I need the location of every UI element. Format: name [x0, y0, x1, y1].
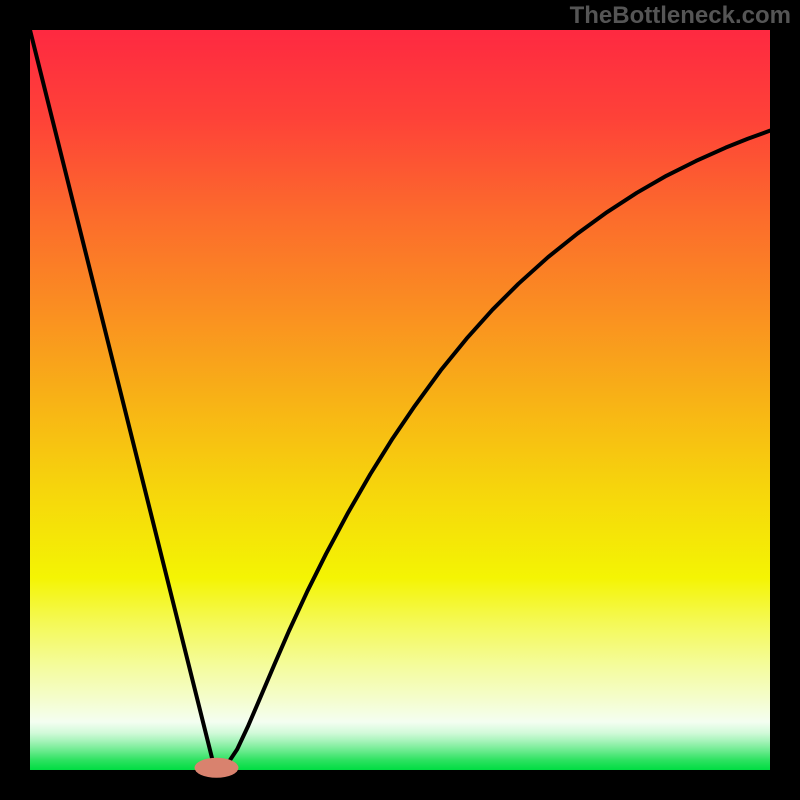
- watermark-text: TheBottleneck.com: [570, 2, 791, 30]
- optimal-marker: [194, 758, 238, 778]
- bottleneck-chart: [0, 0, 800, 800]
- chart-container: TheBottleneck.com: [0, 0, 800, 800]
- plot-background: [30, 30, 770, 770]
